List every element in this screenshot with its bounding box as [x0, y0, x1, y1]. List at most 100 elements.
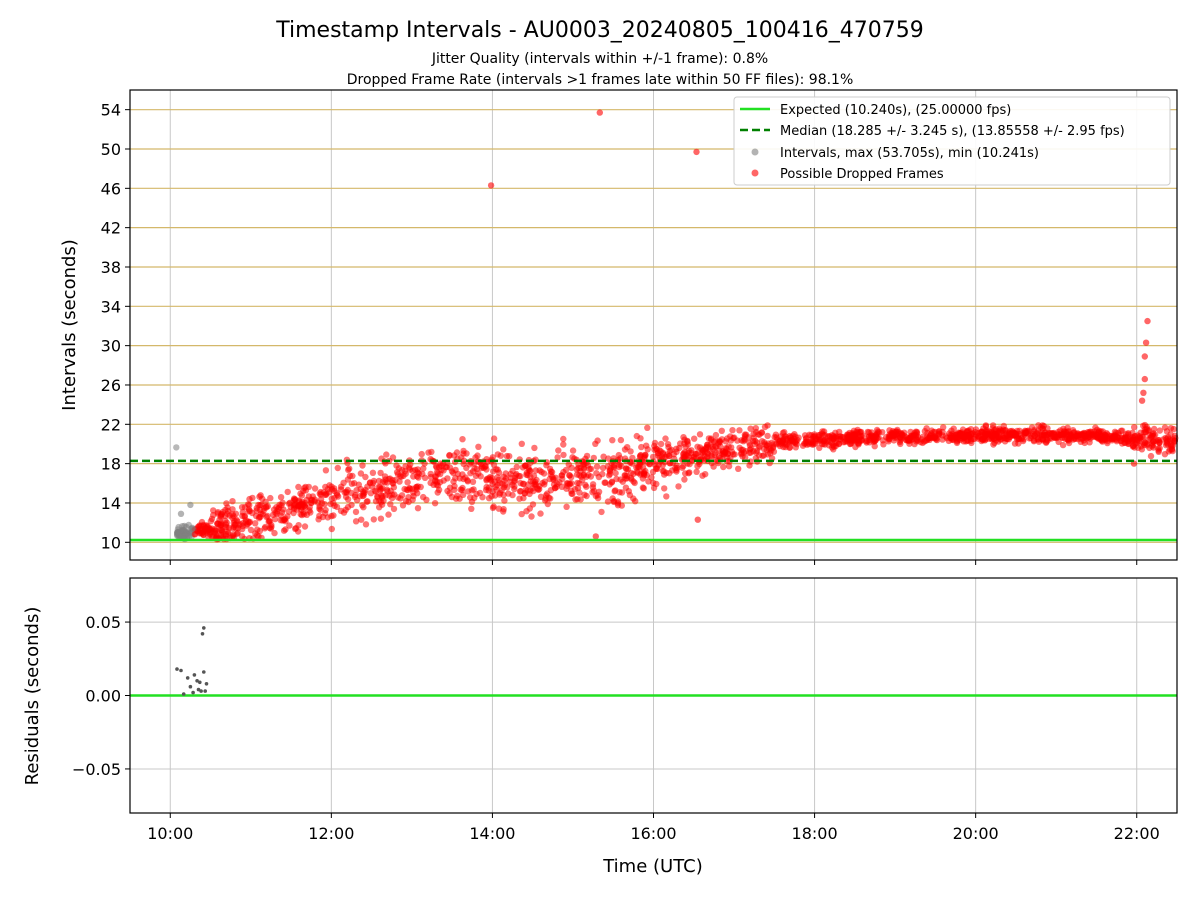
dropped-frame-point	[623, 465, 630, 473]
dropped-frame-point	[1097, 428, 1105, 435]
dropped-frame-point	[286, 522, 293, 529]
dropped-frame-point	[852, 443, 859, 451]
dropped-frame-point	[268, 523, 275, 531]
dropped-frame-point	[650, 484, 658, 492]
dropped-frame-point	[306, 507, 313, 514]
dropped-frame-point	[406, 466, 414, 473]
dropped-frame-point	[279, 509, 286, 516]
dropped-frame-outlier-point	[694, 516, 701, 523]
interval-outlier-point	[187, 501, 194, 509]
dropped-frame-point	[198, 525, 205, 532]
dropped-frame-point	[819, 440, 826, 448]
dropped-frame-point	[787, 434, 794, 441]
dropped-frame-point	[271, 515, 279, 523]
dropped-frame-point	[871, 443, 878, 450]
intervals-ytick-label-34: 34	[101, 297, 121, 316]
dropped-frame-point	[727, 433, 734, 440]
dropped-frame-point	[673, 445, 680, 452]
dropped-frame-point	[1091, 432, 1098, 440]
dropped-frame-point	[222, 521, 230, 528]
dropped-frame-point	[779, 429, 787, 437]
dropped-frame-point	[651, 439, 659, 447]
dropped-frame-point	[427, 479, 434, 487]
dropped-frame-point	[261, 525, 268, 532]
dropped-frame-point	[405, 494, 412, 501]
dropped-frame-point	[264, 512, 271, 520]
intervals-ytick-label-30: 30	[101, 337, 121, 356]
dropped-frame-point	[500, 506, 507, 513]
dropped-frame-point	[279, 517, 286, 524]
dropped-frame-point	[453, 449, 461, 456]
dropped-frame-point	[495, 469, 503, 476]
dropped-frame-point	[383, 451, 390, 458]
intervals-ytick-label-54: 54	[101, 101, 121, 120]
dropped-frame-point	[551, 484, 559, 492]
dropped-frame-point	[885, 433, 893, 440]
dropped-frame-point	[746, 462, 753, 469]
dropped-frame-point	[830, 446, 837, 453]
dropped-frame-point	[752, 437, 759, 445]
dropped-frame-point	[736, 444, 743, 451]
dropped-frame-point	[418, 450, 425, 458]
dropped-frame-point	[379, 478, 387, 485]
dropped-frame-point	[500, 491, 507, 499]
dropped-frame-point	[736, 427, 743, 434]
dropped-frame-point	[509, 491, 516, 499]
intervals-ytick-label-38: 38	[101, 258, 121, 277]
legend-median-label: Median (18.285 +/- 3.245 s), (13.85558 +…	[780, 124, 1125, 139]
dropped-frame-point	[359, 492, 366, 500]
dropped-frame-point	[637, 435, 644, 442]
dropped-frame-point	[622, 484, 630, 491]
dropped-frame-point	[342, 493, 350, 501]
dropped-frame-point	[230, 513, 237, 520]
dropped-frame-point	[1001, 438, 1009, 445]
dropped-frame-point	[376, 484, 384, 491]
dropped-frame-point	[589, 481, 597, 488]
residual-point	[202, 670, 206, 674]
dropped-frame-point	[670, 451, 677, 458]
dropped-frame-point	[548, 468, 556, 476]
dropped-frame-point	[688, 447, 695, 454]
dropped-frame-point	[995, 433, 1002, 441]
dropped-frame-point	[933, 436, 941, 444]
dropped-frame-point	[381, 473, 389, 480]
dropped-frame-point	[720, 451, 727, 458]
dropped-frame-point	[242, 519, 250, 526]
dropped-frame-point	[290, 502, 298, 509]
dropped-frame-point	[939, 428, 946, 436]
dropped-frame-point	[267, 494, 274, 502]
dropped-frame-point	[569, 454, 576, 461]
dropped-frame-point	[959, 433, 967, 441]
dropped-frame-point	[576, 489, 583, 496]
dropped-frame-point	[475, 443, 482, 450]
dropped-frame-point	[456, 495, 463, 502]
dropped-frame-point	[245, 508, 252, 515]
dropped-frame-point	[517, 487, 524, 495]
dropped-frame-point	[362, 521, 370, 528]
dropped-frame-point	[452, 475, 459, 482]
dropped-frame-point	[476, 489, 484, 497]
dropped-frame-point	[532, 467, 539, 474]
dropped-frame-point	[446, 484, 454, 491]
dropped-frame-point	[320, 489, 327, 496]
dropped-frame-point	[280, 527, 288, 534]
dropped-frame-point	[1156, 427, 1164, 434]
dropped-frame-point	[560, 435, 567, 443]
dropped-frame-point	[566, 472, 573, 479]
dropped-frame-point	[560, 441, 567, 448]
dropped-frame-point	[583, 473, 590, 480]
dropped-frame-point	[273, 510, 280, 517]
dropped-frame-point	[612, 469, 619, 477]
dropped-frame-point	[1136, 435, 1144, 442]
dropped-frame-point	[604, 498, 612, 505]
dropped-frame-point	[844, 431, 851, 438]
dropped-frame-point	[746, 439, 753, 446]
dropped-frame-point	[328, 486, 336, 493]
dropped-frame-point	[720, 463, 727, 471]
x-tick-label-1600: 16:00	[630, 824, 676, 843]
dropped-frame-point	[266, 518, 273, 525]
dropped-frame-point	[659, 449, 667, 457]
dropped-frame-point	[458, 454, 465, 461]
dropped-frame-point	[825, 442, 833, 449]
dropped-frame-point	[621, 472, 628, 479]
